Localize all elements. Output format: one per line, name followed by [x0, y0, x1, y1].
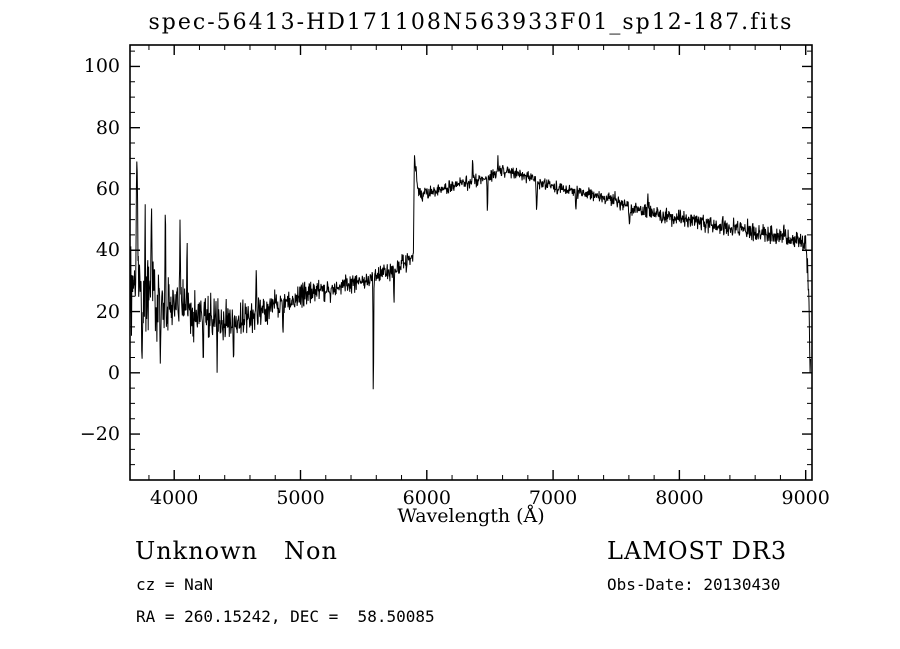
- y-tick-label: 100: [83, 55, 120, 78]
- y-axis-label-wrap: Flux (relative): [44, 140, 68, 390]
- obs-date: Obs-Date: 20130430: [607, 575, 781, 594]
- cz-value: cz = NaN: [136, 575, 214, 594]
- x-axis-label: Wavelength (Å): [397, 505, 545, 527]
- x-tick-label: 9000: [781, 487, 830, 509]
- major-ticks: [130, 45, 812, 480]
- y-tick-label: 60: [95, 177, 120, 200]
- spectrum-line: [129, 155, 811, 390]
- y-tick-label: −20: [79, 423, 120, 446]
- y-tick-label: 20: [95, 300, 120, 323]
- y-tick-label: 0: [107, 361, 120, 384]
- x-tick-label: 7000: [528, 487, 578, 509]
- class-label: Unknown Non: [135, 537, 338, 565]
- x-tick-label: 5000: [276, 487, 325, 509]
- y-tick-label: 80: [95, 116, 120, 139]
- y-tick-label: 40: [95, 239, 120, 262]
- survey-label: LAMOST DR3: [607, 537, 788, 565]
- plot-frame: [129, 44, 813, 481]
- minor-ticks: [130, 45, 812, 480]
- plot-title: spec-56413-HD171108N563933F01_sp12-187.f…: [148, 10, 794, 35]
- x-tick-label: 6000: [402, 487, 451, 509]
- x-tick-label: 8000: [655, 487, 704, 509]
- x-tick-label: 4000: [150, 487, 199, 509]
- ra-dec-value: RA = 260.15242, DEC = 58.50085: [136, 607, 435, 626]
